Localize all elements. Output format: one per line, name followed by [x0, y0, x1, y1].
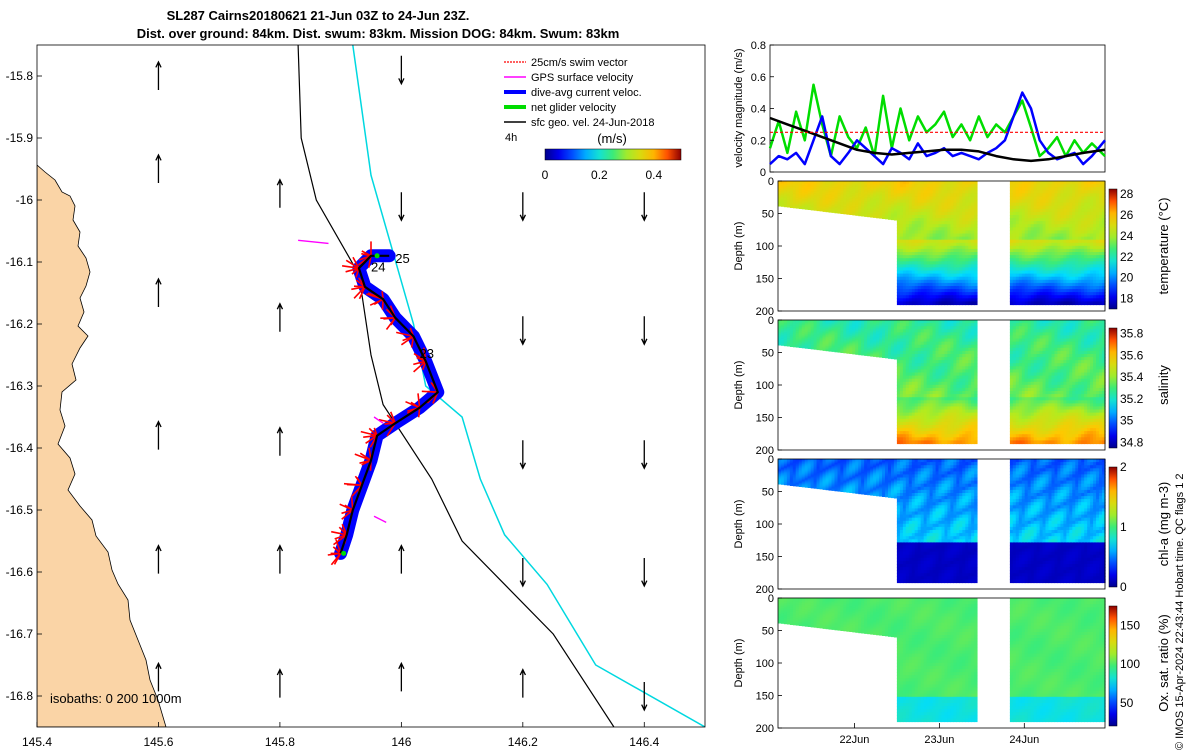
velocity-ytick-label: 0.4 — [751, 104, 766, 116]
map-xtick-label: 146.2 — [508, 735, 538, 749]
legend-gps-label: GPS surface velocity — [531, 72, 634, 84]
figure-title-line2: Dist. over ground: 84km. Dist. swum: 83k… — [137, 26, 620, 41]
section-ytick-label: 0 — [768, 176, 774, 188]
map-ytick-label: -16.5 — [6, 503, 34, 517]
legend-swim-label: 25cm/s swim vector — [531, 57, 628, 69]
section-panel-salinity: 050100150200Depth (m)34.83535.235.435.63… — [733, 315, 1171, 457]
map-colorbar-tick-label: 0 — [542, 168, 549, 182]
section-ytick-label: 150 — [756, 274, 774, 286]
map-ytick-label: -15.9 — [6, 131, 34, 145]
net-velocity-mark — [375, 253, 380, 258]
map-xtick-label: 146.4 — [629, 735, 659, 749]
section-colorbar-tick-label: 18 — [1120, 292, 1134, 306]
map-colorbar — [545, 149, 681, 160]
legend-dive-label: dive-avg current veloc. — [531, 87, 642, 99]
map-xtick-label: 146 — [391, 735, 411, 749]
map-xtick-label: 145.8 — [265, 735, 295, 749]
legend-net-label: net glider velocity — [531, 102, 616, 114]
map-colorbar-tick-label: 0.4 — [645, 168, 662, 182]
isobath-label: isobaths: 0 200 1000m — [50, 691, 182, 706]
section-ytick-label: 50 — [762, 209, 774, 221]
velocity-ytick-label: 0.6 — [751, 72, 766, 84]
figure-title-line1: SL287 Cairns20180621 21-Jun 03Z to 24-Ju… — [167, 8, 470, 23]
velocity-ytick-label: 0.2 — [751, 135, 766, 147]
section-ytick-label: 100 — [756, 241, 774, 253]
map-ytick-label: -16.2 — [6, 317, 34, 331]
section-colorbar-tick-label: 22 — [1120, 250, 1134, 264]
map-ytick-label: -16 — [16, 193, 34, 207]
velocity-ytick-label: 0.8 — [751, 40, 766, 52]
section-colorbar-tick-label: 24 — [1120, 229, 1134, 243]
map-ytick-label: -16.4 — [6, 441, 34, 455]
legend-sfc-label: sfc geo. vel. 24-Jun-2018 — [531, 117, 655, 129]
section-cell — [974, 301, 978, 305]
day-label: 25 — [395, 251, 409, 266]
map-ytick-label: -16.3 — [6, 379, 34, 393]
map-panel: 24 25 23 145.4 145.6 145.8 146 146.2 146.4 -15.… — [6, 45, 705, 749]
map-colorbar-tick-label: 0.2 — [591, 168, 608, 182]
map-xtick-label: 145.4 — [22, 735, 52, 749]
day-label: 23 — [420, 346, 434, 361]
legend-scale-label: 4h — [505, 132, 517, 144]
day-label: 24 — [371, 259, 385, 274]
map-ytick-label: -16.7 — [6, 627, 34, 641]
map-ytick-label: -16.1 — [6, 255, 34, 269]
section-colorbar — [1109, 189, 1117, 309]
section-ylabel: Depth (m) — [733, 222, 745, 271]
section-colorbar-label: temperature (°C) — [1156, 198, 1171, 295]
map-ytick-label: -16.6 — [6, 565, 34, 579]
section-colorbar-tick-label: 20 — [1120, 271, 1134, 285]
velocity-ylabel: velocity magnitude (m/s) — [733, 48, 745, 167]
map-colorbar-label: (m/s) — [597, 131, 627, 146]
section-colorbar-tick-label: 28 — [1120, 187, 1134, 201]
figure-canvas: SL287 Cairns20180621 21-Jun 03Z to 24-Ju… — [0, 0, 1200, 750]
map-ytick-label: -16.8 — [6, 689, 34, 703]
net-velocity-mark — [341, 551, 346, 556]
section-colorbar-tick-label: 26 — [1120, 208, 1134, 222]
velocity-panel: 0 0.2 0.4 0.6 0.8 velocity magnitude (m/s) — [733, 40, 1105, 179]
map-xtick-label: 145.6 — [143, 735, 173, 749]
map-background — [37, 45, 705, 727]
map-ytick-label: -15.8 — [6, 69, 34, 83]
velocity-ytick-label: 0 — [760, 167, 766, 179]
